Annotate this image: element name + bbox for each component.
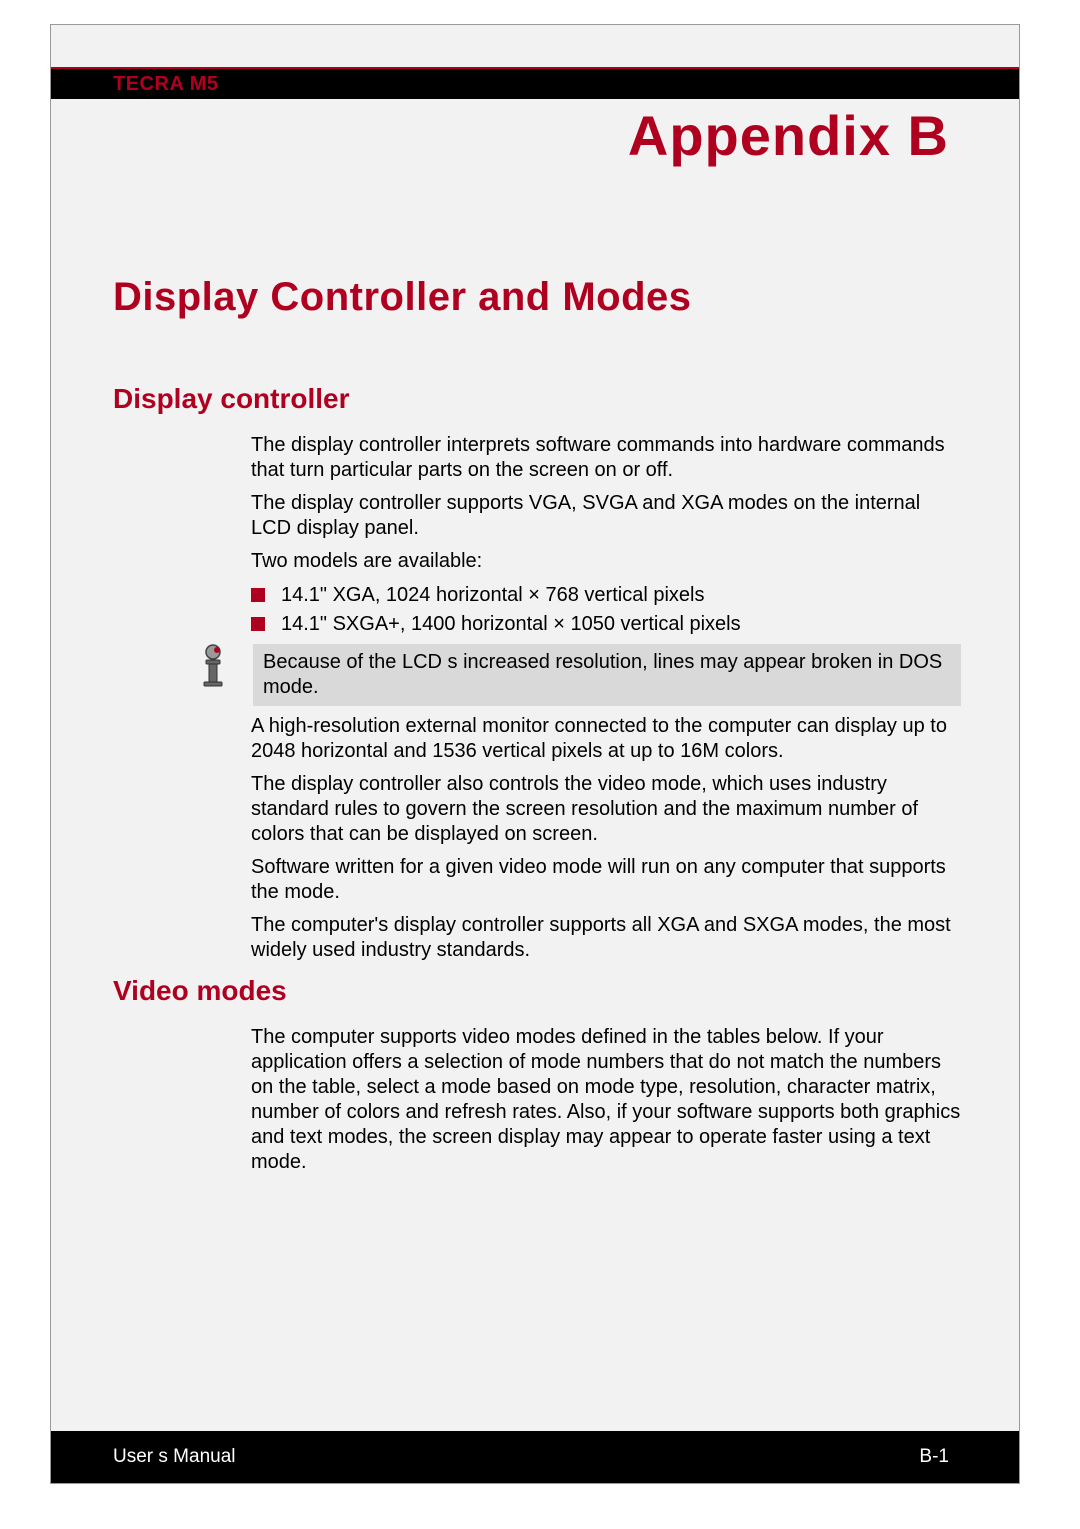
section-display-controller: Display controller The display controlle… — [113, 383, 963, 971]
section-video-modes: Video modes The computer supports video … — [113, 975, 963, 1183]
note-row: Because of the LCD s increased resolutio… — [193, 644, 961, 706]
info-icon — [193, 644, 233, 688]
paragraph: Software written for a given video mode … — [251, 855, 961, 905]
product-label: TECRA M5 — [113, 73, 218, 96]
paragraph: The display controller supports VGA, SVG… — [251, 491, 961, 541]
bullet-list: 14.1" XGA, 1024 horizontal × 768 vertica… — [251, 582, 961, 638]
list-item: 14.1" SXGA+, 1400 horizontal × 1050 vert… — [251, 611, 961, 638]
paragraph: A high-resolution external monitor conne… — [251, 714, 961, 764]
appendix-title: Appendix B — [628, 103, 949, 168]
paragraph: The display controller also controls the… — [251, 772, 961, 847]
note-box: Because of the LCD s increased resolutio… — [253, 644, 961, 706]
paragraph: Two models are available: — [251, 549, 961, 574]
paragraph: The computer supports video modes define… — [251, 1025, 961, 1175]
document-page: TECRA M5 Appendix B Display Controller a… — [50, 24, 1020, 1484]
paragraph: The computer's display controller suppor… — [251, 913, 961, 963]
section-body-continued: A high-resolution external monitor conne… — [251, 714, 961, 963]
section-title: Display controller — [113, 383, 963, 415]
list-item: 14.1" XGA, 1024 horizontal × 768 vertica… — [251, 582, 961, 609]
section-body: The computer supports video modes define… — [251, 1025, 961, 1175]
footer-left: User s Manual — [113, 1446, 236, 1468]
footer-bar: User s Manual B-1 — [51, 1431, 1019, 1483]
section-title: Video modes — [113, 975, 963, 1007]
paragraph: The display controller interprets softwa… — [251, 433, 961, 483]
header-bar: TECRA M5 — [51, 67, 1019, 99]
page-title: Display Controller and Modes — [113, 275, 692, 320]
section-body: The display controller interprets softwa… — [251, 433, 961, 638]
footer-right: B-1 — [919, 1446, 949, 1468]
